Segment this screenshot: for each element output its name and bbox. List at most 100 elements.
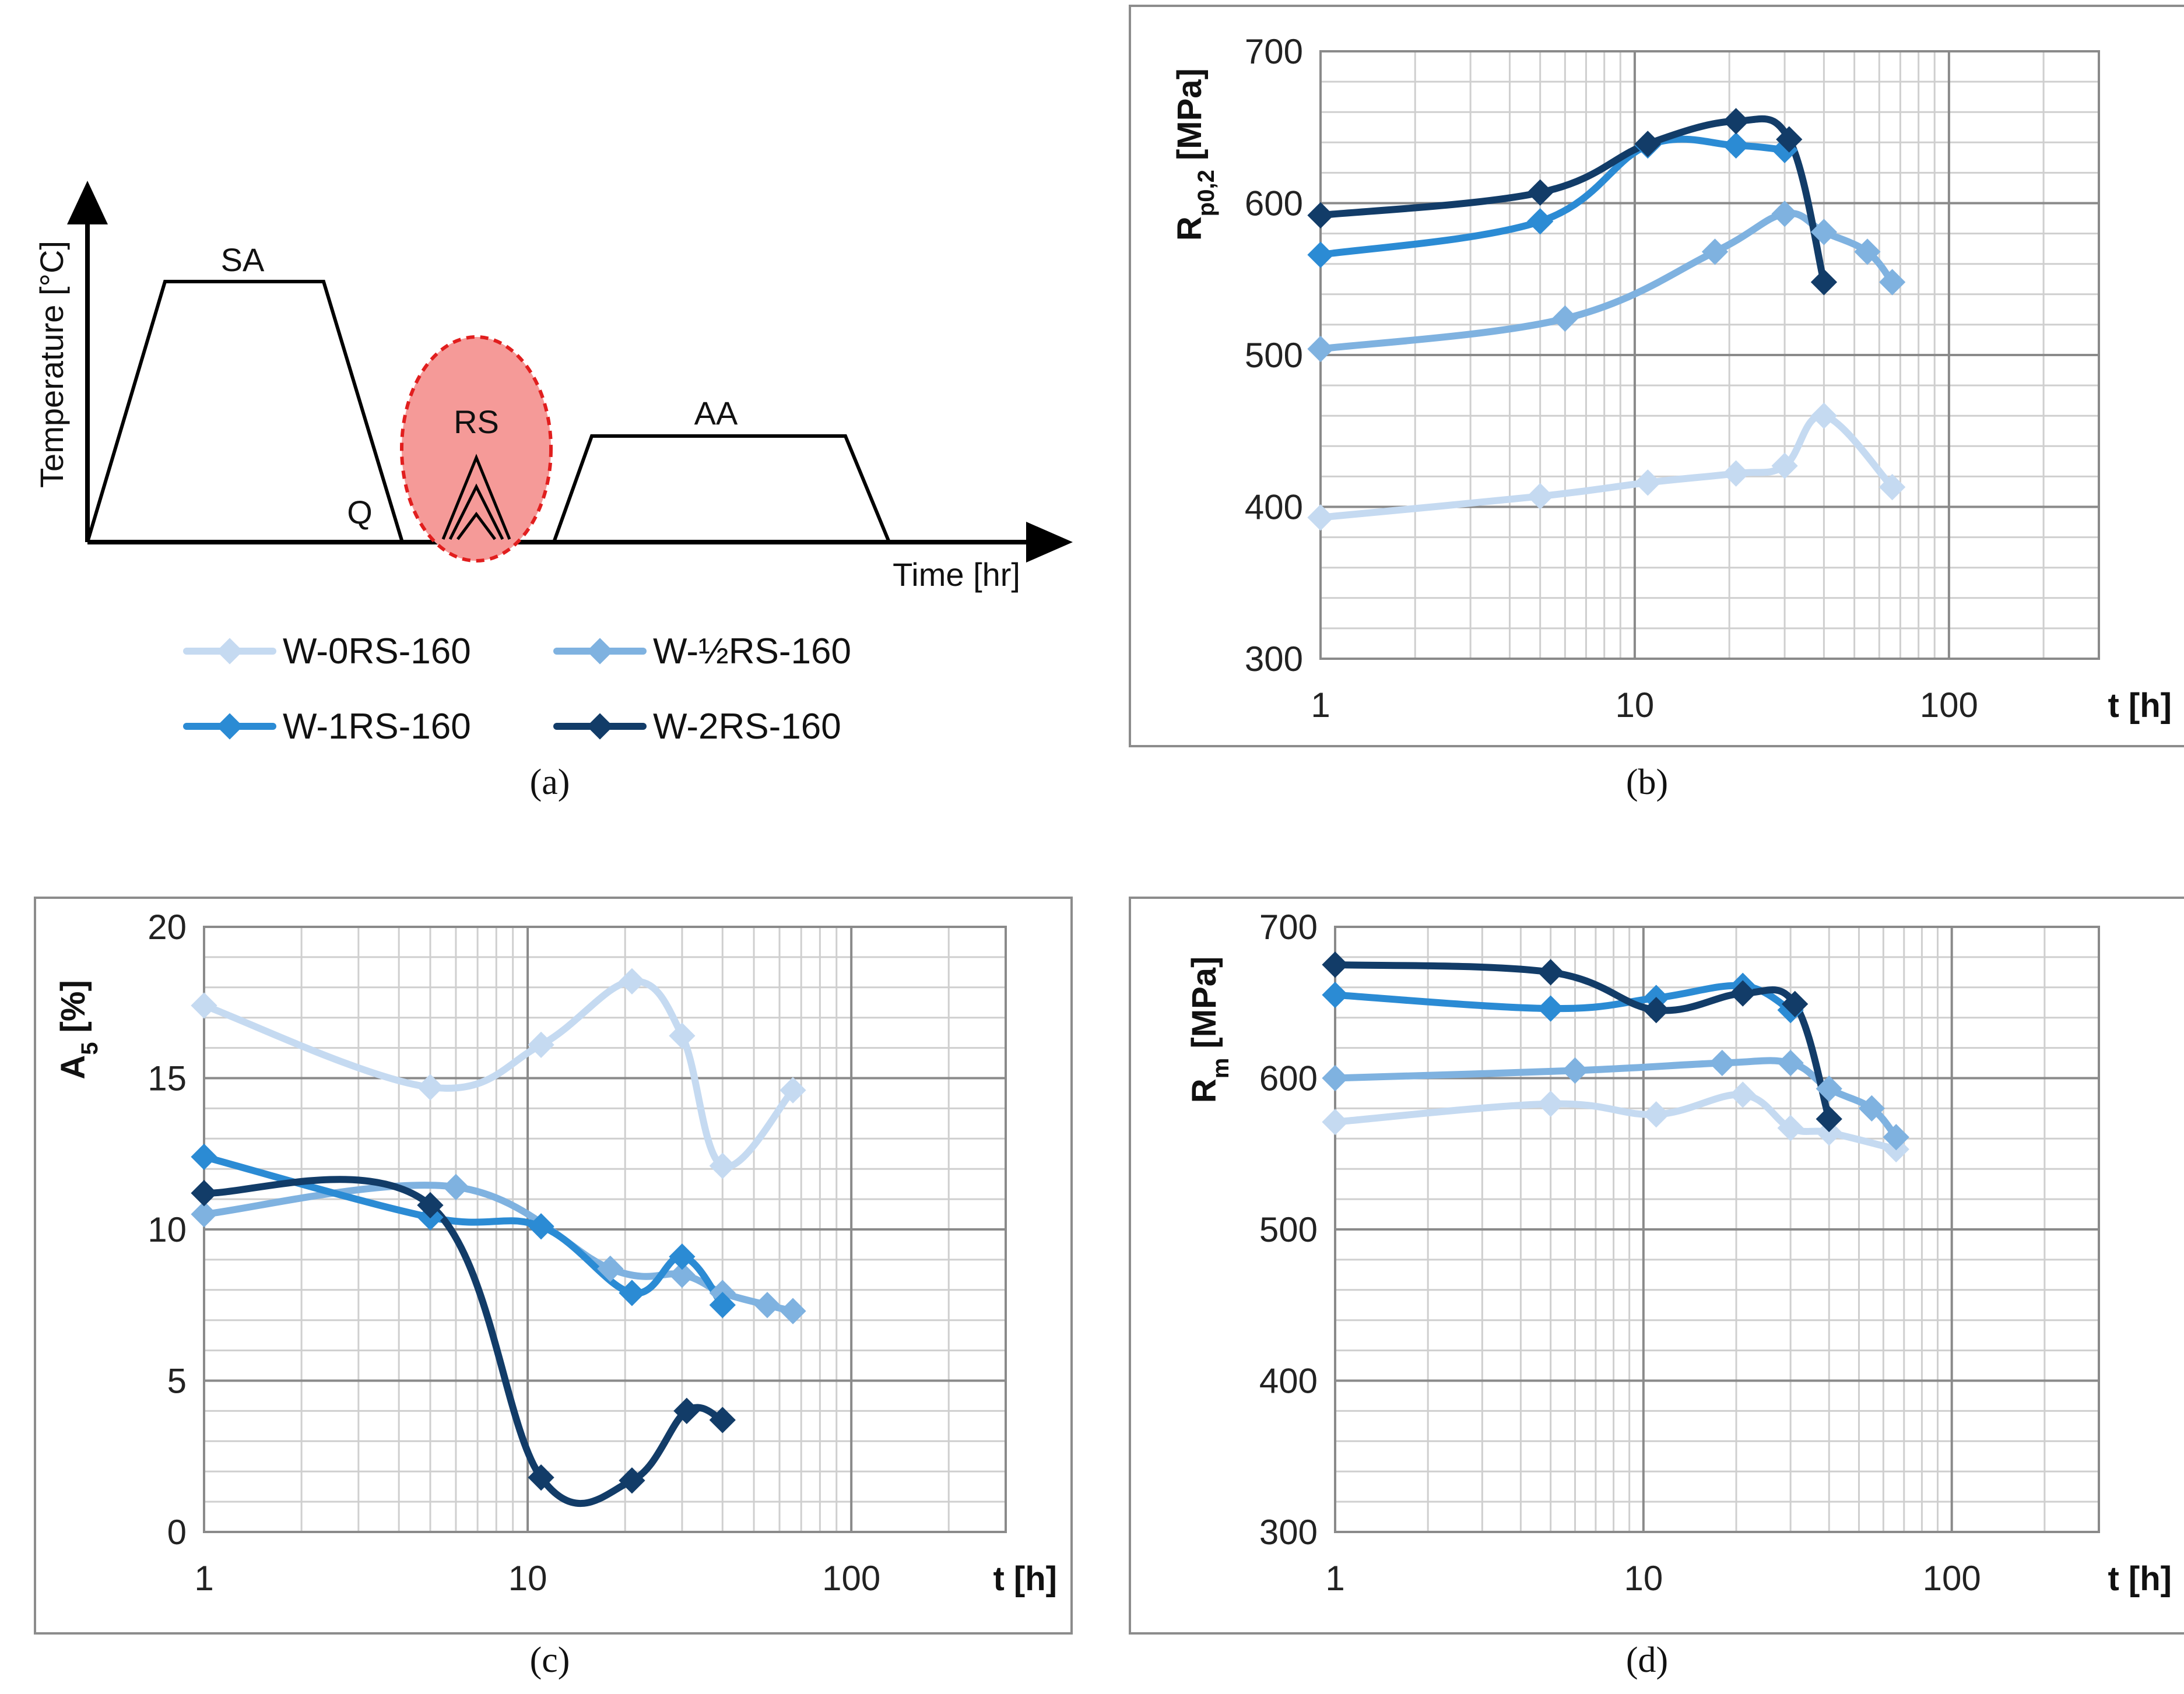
data-point-marker [1816,1119,1842,1146]
y-tick-label: 700 [1245,32,1303,71]
data-point-marker [780,1298,806,1324]
series-line [1332,961,1833,1123]
data-point-marker [673,1397,700,1425]
x-tick-label: 10 [1624,1559,1663,1598]
data-point-marker [1771,452,1798,479]
rs-highlight-ellipse [400,335,553,563]
data-point-marker [780,1077,806,1103]
y-tick-label: 20 [148,908,187,947]
chart-frame [34,897,1073,1635]
data-point-marker [709,1407,736,1433]
legend-label: W-0RS-160 [283,631,471,672]
data-point-marker [1709,1049,1736,1077]
legend-item: W-1RS-160 [183,707,471,747]
data-point-marker [1878,474,1906,501]
y-tick-label: 15 [148,1059,187,1098]
chart-yield-strength: 300 400 500 600 700 1 10 100 t [h] Rp0,2 [MPa] [1129,5,2184,747]
caption-a: (a) [530,762,570,802]
data-point-marker [1643,997,1670,1024]
legend-item: W-½RS-160 [553,631,851,672]
x-tick-label: 1 [1325,1559,1344,1598]
y-tick-label: 500 [1245,336,1303,375]
legend-swatch-marker [216,713,243,740]
x-tick-label: 100 [1923,1559,1981,1598]
y-tick-label: 600 [1259,1059,1318,1098]
data-point-marker [1722,108,1750,135]
data-point-marker [1729,1081,1756,1108]
data-point-marker [1858,1095,1885,1122]
data-point-marker [1307,335,1334,363]
legend-swatch-marker [587,713,613,740]
stage-label-sa: SA [221,241,265,278]
x-axis-label: t [h] [2108,1560,2172,1598]
data-point-marker [1810,402,1838,429]
chart-tensile-strength: 300 400 500 600 700 1 10 100 t [h] Rm [MPa] [1129,897,2184,1635]
y-tick-label: 700 [1259,908,1318,947]
schematic-y-label: Temperature [°C] [33,241,70,488]
legend-label: W-2RS-160 [653,707,841,747]
data-point-marker [1322,951,1349,978]
data-point-marker [619,1280,645,1306]
y-tick-label: 400 [1259,1362,1318,1401]
legend-item: W-0RS-160 [183,631,471,672]
data-point-marker [417,1074,444,1101]
data-point-marker [1776,126,1803,153]
data-point-marker [1722,460,1750,487]
stage-label-rs: RS [454,403,499,440]
data-point-marker [1322,982,1349,1008]
x-tick-label: 100 [822,1559,880,1598]
data-point-marker [1777,1115,1804,1141]
data-point-marker [1551,305,1578,332]
data-point-marker [528,1213,554,1240]
x-tick-label: 10 [1616,686,1655,725]
plot-area-border [203,926,1007,1533]
legend-item: W-2RS-160 [553,707,841,747]
data-point-marker [669,1022,696,1049]
y-tick-label: 600 [1245,184,1303,223]
y-tick-label: 300 [1245,639,1303,679]
data-point-marker [1537,995,1564,1022]
chart-elongation: 0 5 10 15 20 1 10 100 t [h] A5 [%] [34,897,1073,1635]
aa-stage-profile [552,434,891,543]
y-tick-label: 0 [167,1513,187,1552]
schematic-y-arrow-icon [67,181,108,224]
data-point-marker [754,1292,781,1319]
legend: W-0RS-160 W-½RS-160 W-1RS-160 W-2RS-160 [183,631,851,747]
rs-peak-medium [448,483,504,540]
data-point-marker [597,1255,624,1282]
data-point-marker [1816,1076,1842,1102]
data-point-marker [709,1152,736,1179]
series-line [1332,1057,1900,1141]
data-point-marker [528,1031,554,1059]
y-axis-label: Rp0,2 [MPa] [1171,68,1219,241]
chart-frame [1129,5,2184,747]
y-tick-label: 300 [1259,1513,1318,1552]
legend-swatch-marker [216,638,243,665]
data-point-marker [1561,1057,1589,1084]
data-point-marker [1883,1124,1909,1151]
x-tick-label: 1 [194,1559,213,1598]
data-point-marker [619,1467,645,1494]
data-point-marker [1816,1105,1842,1133]
series-line [1317,115,1828,286]
y-axis-label: Rm [MPa] [1185,957,1234,1103]
data-point-marker [709,1292,736,1319]
data-point-marker [669,1243,696,1270]
data-point-marker [417,1192,444,1219]
data-point-marker [1527,483,1554,509]
series-line [1317,209,1896,353]
x-tick-label: 10 [508,1559,547,1598]
data-point-marker [1307,504,1334,531]
x-tick-label: 100 [1920,686,1978,725]
y-axis-label: A5 [%] [54,980,103,1079]
rs-peak-small [456,511,497,540]
schematic-x-arrow-icon [1026,522,1073,563]
legend-label: W-½RS-160 [653,631,851,672]
data-point-marker [1634,469,1661,496]
data-point-marker [619,968,645,995]
x-axis-label: t [h] [2108,687,2172,725]
panel-a-schematic: SA Q RS AA Temperature [°C] Time [hr] [33,181,1073,593]
data-point-marker [1643,1101,1670,1128]
data-point-marker [1729,980,1756,1007]
